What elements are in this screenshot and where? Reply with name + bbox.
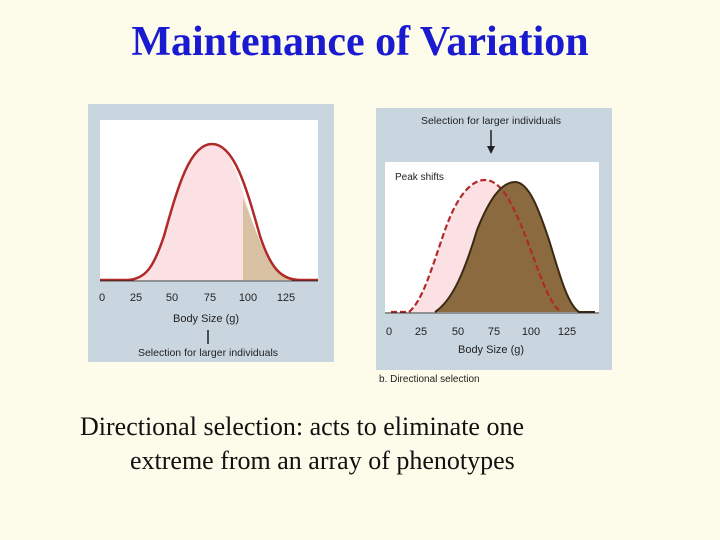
left-tick-75: 75: [204, 292, 216, 304]
left-selected-tail: [243, 198, 294, 280]
left-tick-0: 0: [99, 292, 105, 304]
arrow-down-icon: [487, 146, 495, 154]
right-tick-75: 75: [488, 326, 500, 338]
left-x-axis-label: Body Size (g): [173, 313, 239, 325]
slide-title: Maintenance of Variation: [131, 19, 589, 65]
left-distribution-figure: 0 25 50 75 100 125 Body Size (g) Selecti…: [88, 104, 334, 362]
right-tick-125: 125: [558, 326, 576, 338]
right-x-axis-label: Body Size (g): [458, 344, 524, 356]
right-tick-50: 50: [452, 326, 464, 338]
left-distribution-fill: [100, 144, 252, 280]
left-tick-125: 125: [277, 292, 295, 304]
right-selection-label: Selection for larger individuals: [421, 115, 561, 127]
left-tick-100: 100: [239, 292, 257, 304]
right-distribution-figure: Selection for larger individuals Peak sh…: [376, 108, 612, 385]
slide-caption: Directional selection: acts to eliminate…: [80, 410, 680, 478]
right-tick-0: 0: [386, 326, 392, 338]
right-panel-caption: b. Directional selection: [379, 374, 480, 385]
caption-line-1: Directional selection: acts to eliminate…: [80, 412, 525, 441]
right-tick-25: 25: [415, 326, 427, 338]
right-tick-100: 100: [522, 326, 540, 338]
right-original-curve: [391, 178, 562, 314]
left-selection-label: Selection for larger individuals: [138, 347, 278, 359]
left-tick-50: 50: [166, 292, 178, 304]
left-tick-25: 25: [130, 292, 142, 304]
caption-line-2: extreme from an array of phenotypes: [130, 446, 515, 475]
left-distribution-curve: [100, 142, 318, 282]
right-shifted-fill: [435, 182, 579, 312]
right-inner-label: Peak shifts: [395, 172, 444, 183]
right-shifted-curve: [434, 180, 595, 313]
